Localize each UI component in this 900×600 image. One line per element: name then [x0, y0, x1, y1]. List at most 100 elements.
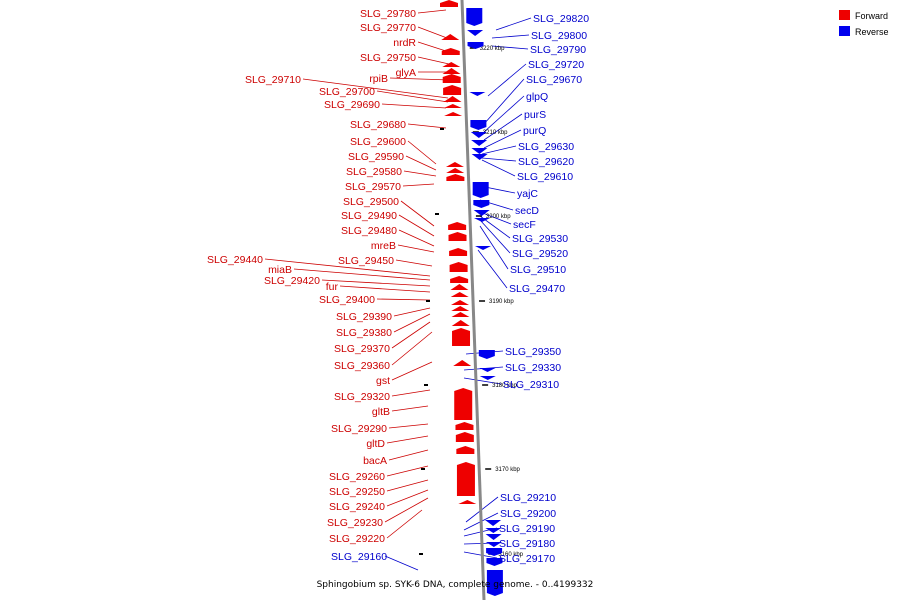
- forward-gene-label[interactable]: SLG_29360: [334, 360, 390, 372]
- forward-gene: [455, 422, 474, 430]
- reverse-gene-label[interactable]: SLG_29170: [499, 553, 555, 565]
- reverse-leader-line: [487, 63, 527, 97]
- forward-gene-label[interactable]: SLG_29390: [336, 311, 392, 323]
- forward-gene-label[interactable]: SLG_29590: [348, 151, 404, 163]
- reverse-gene-label[interactable]: SLG_29620: [518, 156, 574, 168]
- forward-gene-label[interactable]: SLG_29320: [334, 391, 390, 403]
- reverse-gene-label[interactable]: SLG_29210: [500, 492, 556, 504]
- reverse-gene-label[interactable]: SLG_29800: [531, 30, 587, 42]
- reverse-gene: [486, 548, 503, 556]
- forward-gene-label[interactable]: miaB: [268, 264, 292, 276]
- forward-leader-line: [403, 170, 437, 177]
- forward-gene-label[interactable]: SLG_29480: [341, 225, 397, 237]
- forward-gene-label[interactable]: SLG_29500: [343, 196, 399, 208]
- reverse-gene-label[interactable]: SLG_29510: [510, 264, 566, 276]
- tick-label: 3220 kbp: [480, 46, 505, 52]
- reverse-gene-label[interactable]: SLG_29160: [331, 551, 387, 563]
- reverse-leader-line: [463, 551, 498, 559]
- tick-label: 3170 kbp: [495, 467, 520, 473]
- reverse-gene-label[interactable]: SLG_29330: [505, 362, 561, 374]
- forward-gene-label[interactable]: SLG_29690: [324, 99, 380, 111]
- reverse-gene-label[interactable]: SLG_29720: [528, 59, 584, 71]
- reverse-gene-label[interactable]: yajC: [517, 188, 538, 200]
- forward-gene: [448, 222, 467, 230]
- forward-gene-label[interactable]: SLG_29570: [345, 181, 401, 193]
- forward-gene-label[interactable]: SLG_29290: [331, 423, 387, 435]
- reverse-gene-label[interactable]: purS: [524, 109, 546, 121]
- forward-gene-label[interactable]: SLG_29780: [360, 8, 416, 20]
- forward-gene-label[interactable]: SLG_29440: [207, 254, 263, 266]
- forward-gene-label[interactable]: SLG_29400: [319, 294, 375, 306]
- reverse-leader-line: [481, 159, 516, 177]
- feature-marker: [435, 213, 439, 215]
- reverse-gene-label[interactable]: SLG_29180: [499, 538, 555, 550]
- reverse-gene: [470, 132, 487, 138]
- reverse-gene: [485, 520, 502, 526]
- forward-gene-label[interactable]: SLG_29770: [360, 22, 416, 34]
- reverse-leader-line: [384, 555, 419, 571]
- reverse-leader-line: [479, 219, 511, 254]
- forward-gene: [442, 74, 461, 83]
- reverse-gene-label[interactable]: secF: [513, 219, 536, 231]
- reverse-gene-label[interactable]: SLG_29630: [518, 141, 574, 153]
- reverse-gene-label[interactable]: SLG_29310: [503, 379, 559, 391]
- forward-gene: [450, 292, 469, 297]
- reverse-gene-label[interactable]: secD: [515, 205, 539, 217]
- gene-labels[interactable]: SLG_29780SLG_29770nrdRSLG_29750glyArpiBS…: [207, 8, 589, 565]
- leader-lines: [264, 9, 532, 571]
- forward-gene-label[interactable]: gltB: [372, 406, 390, 418]
- forward-leader-line: [386, 435, 429, 444]
- forward-gene-label[interactable]: SLG_29750: [360, 52, 416, 64]
- forward-gene-label[interactable]: SLG_29710: [245, 74, 301, 86]
- forward-gene-label[interactable]: SLG_29240: [329, 501, 385, 513]
- forward-gene: [451, 312, 470, 317]
- forward-gene-label[interactable]: SLG_29230: [327, 517, 383, 529]
- reverse-leader-line: [483, 78, 525, 125]
- forward-gene-label[interactable]: mreB: [371, 240, 396, 252]
- forward-gene-label[interactable]: bacA: [363, 455, 387, 467]
- forward-gene-label[interactable]: SLG_29700: [319, 86, 375, 98]
- reverse-gene-label[interactable]: SLG_29350: [505, 346, 561, 358]
- reverse-leader-line: [495, 17, 532, 31]
- forward-gene-label[interactable]: glyA: [396, 67, 416, 79]
- reverse-gene-label[interactable]: SLG_29530: [512, 233, 568, 245]
- forward-gene-label[interactable]: SLG_29370: [334, 343, 390, 355]
- legend-reverse-swatch: [839, 26, 850, 36]
- forward-gene-label[interactable]: SLG_29220: [329, 533, 385, 545]
- forward-gene-label[interactable]: SLG_29490: [341, 210, 397, 222]
- forward-gene-label[interactable]: SLG_29380: [336, 327, 392, 339]
- reverse-leader-line: [481, 145, 517, 155]
- forward-gene-label[interactable]: SLG_29250: [329, 486, 385, 498]
- forward-gene: [446, 174, 465, 181]
- reverse-gene-label[interactable]: SLG_29470: [509, 283, 565, 295]
- forward-leader-line: [393, 313, 431, 333]
- reverse-gene-label[interactable]: SLG_29820: [533, 13, 589, 25]
- reverse-gene-label[interactable]: purQ: [523, 125, 546, 137]
- forward-leader-line: [398, 214, 435, 237]
- forward-gene-label[interactable]: fur: [326, 281, 339, 293]
- legend: Forward Reverse: [839, 10, 889, 37]
- forward-leader-line: [388, 449, 429, 461]
- reverse-gene-label[interactable]: SLG_29610: [517, 171, 573, 183]
- forward-leader-line: [321, 279, 431, 287]
- forward-leader-line: [264, 258, 431, 277]
- forward-gene-label[interactable]: nrdR: [393, 37, 416, 49]
- reverse-gene-label[interactable]: SLG_29190: [499, 523, 555, 535]
- forward-gene: [456, 446, 475, 454]
- forward-gene-label[interactable]: gst: [376, 375, 390, 387]
- forward-gene-label[interactable]: gltD: [366, 438, 385, 450]
- forward-gene-label[interactable]: SLG_29450: [338, 255, 394, 267]
- forward-gene-label[interactable]: SLG_29680: [350, 119, 406, 131]
- reverse-gene-label[interactable]: glpQ: [526, 91, 548, 103]
- forward-gene-label[interactable]: SLG_29420: [264, 275, 320, 287]
- forward-gene-label[interactable]: SLG_29260: [329, 471, 385, 483]
- reverse-gene-label[interactable]: SLG_29670: [526, 74, 582, 86]
- forward-gene-label[interactable]: SLG_29580: [346, 166, 402, 178]
- reverse-gene-label[interactable]: SLG_29520: [512, 248, 568, 260]
- forward-gene-label[interactable]: rpiB: [369, 73, 388, 85]
- forward-gene-label[interactable]: SLG_29600: [350, 136, 406, 148]
- forward-gene: [444, 112, 463, 116]
- reverse-gene-label[interactable]: SLG_29200: [500, 508, 556, 520]
- reverse-gene: [466, 8, 483, 26]
- reverse-gene-label[interactable]: SLG_29790: [530, 44, 586, 56]
